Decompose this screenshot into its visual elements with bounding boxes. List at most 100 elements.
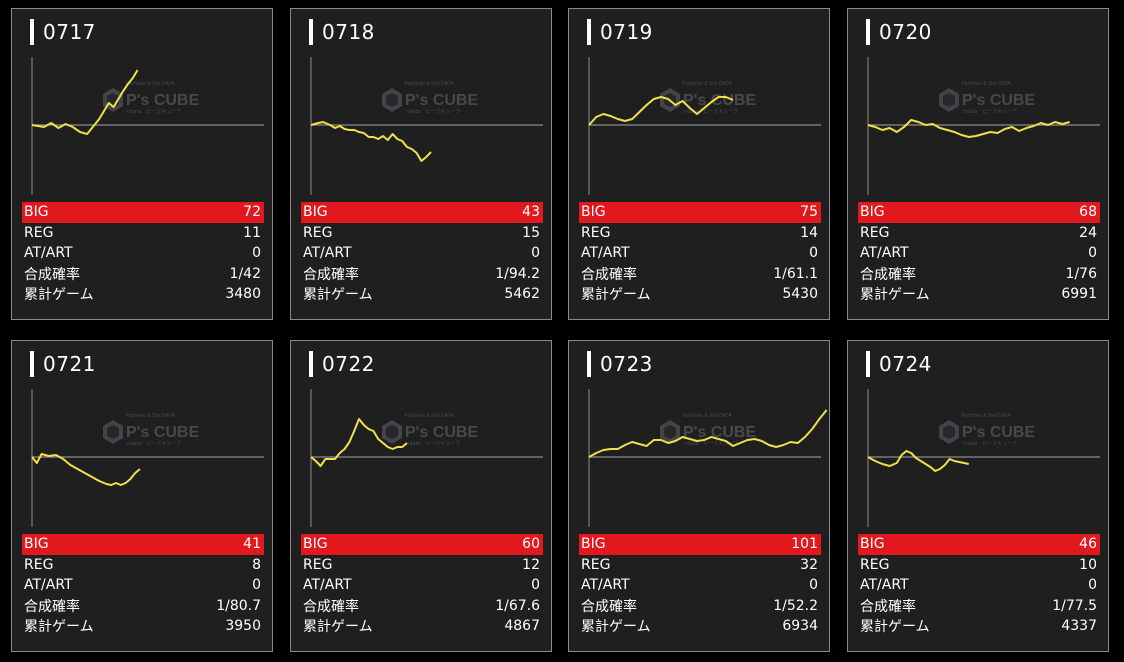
card-header: 0724 [866, 351, 932, 377]
big-label: BIG [24, 204, 49, 221]
big-label: BIG [860, 536, 885, 553]
combined-probability-value: 1/52.2 [773, 597, 818, 614]
big-label: BIG [581, 536, 606, 553]
combined-probability-row: 合成確率 1/77.5 [858, 596, 1100, 617]
at-art-row: AT/ART 0 [301, 243, 543, 264]
slump-graph: Pachinko & Slot DATA P's CUBE ndata ピーズキ… [31, 389, 264, 527]
stats-table: BIG 46 REG 10 AT/ART 0 合成確率 1/77.5 累計ゲーム 4337 [858, 534, 1100, 637]
machine-number: 0721 [43, 352, 96, 376]
big-value: 68 [1079, 204, 1097, 221]
at-art-label: AT/ART [24, 577, 73, 594]
combined-probability-label: 合成確率 [581, 266, 637, 283]
reg-label: REG [303, 224, 333, 241]
big-row: BIG 60 [301, 534, 543, 555]
stats-table: BIG 68 REG 24 AT/ART 0 合成確率 1/76 累計ゲーム 6991 [858, 202, 1100, 305]
total-games-row: 累計ゲーム 6991 [858, 284, 1100, 305]
combined-probability-label: 合成確率 [860, 266, 916, 283]
machine-number: 0722 [322, 352, 375, 376]
card-header: 0717 [30, 19, 96, 45]
big-label: BIG [581, 204, 606, 221]
machine-card-0724[interactable]: 0724 Pachinko & Slot DATA P's CUBE ndata… [847, 340, 1109, 652]
machine-card-0721[interactable]: 0721 Pachinko & Slot DATA P's CUBE ndata… [11, 340, 273, 652]
reg-row: REG 10 [858, 555, 1100, 576]
reg-value: 14 [800, 224, 818, 241]
total-games-row: 累計ゲーム 6934 [579, 616, 821, 637]
machine-card-0718[interactable]: 0718 Pachinko & Slot DATA P's CUBE ndata… [290, 8, 552, 320]
cube-icon [382, 88, 402, 112]
svg-text:ndata ピーズキューブ: ndata ピーズキューブ [963, 440, 1017, 447]
card-header: 0721 [30, 351, 96, 377]
big-label: BIG [24, 536, 49, 553]
at-art-label: AT/ART [860, 245, 909, 262]
combined-probability-value: 1/80.7 [216, 597, 261, 614]
total-games-label: 累計ゲーム [581, 287, 651, 304]
at-art-value: 0 [1088, 245, 1097, 262]
svg-text:P's CUBE: P's CUBE [962, 424, 1035, 441]
machine-number: 0719 [600, 20, 653, 44]
combined-probability-value: 1/77.5 [1052, 597, 1097, 614]
reg-row: REG 15 [301, 223, 543, 244]
slump-line [588, 409, 828, 458]
reg-label: REG [24, 556, 54, 573]
at-art-label: AT/ART [24, 245, 73, 262]
total-games-row: 累計ゲーム 4337 [858, 616, 1100, 637]
slump-line [867, 450, 970, 472]
big-label: BIG [303, 536, 328, 553]
stats-table: BIG 101 REG 32 AT/ART 0 合成確率 1/52.2 累計ゲーム 6934 [579, 534, 821, 637]
big-label: BIG [303, 204, 328, 221]
machine-card-0717[interactable]: 0717 Pachinko & Slot DATA P's CUBE ndata… [11, 8, 273, 320]
big-row: BIG 72 [22, 202, 264, 223]
watermark-logo: Pachinko & Slot DATA P's CUBE ndata ピーズキ… [103, 81, 199, 115]
machine-number: 0720 [879, 20, 932, 44]
machine-card-0722[interactable]: 0722 Pachinko & Slot DATA P's CUBE ndata… [290, 340, 552, 652]
svg-text:ndata ピーズキューブ: ndata ピーズキューブ [963, 108, 1017, 115]
combined-probability-value: 1/42 [229, 265, 261, 282]
header-accent-bar [866, 19, 870, 45]
big-row: BIG 41 [22, 534, 264, 555]
at-art-row: AT/ART 0 [579, 575, 821, 596]
watermark-logo: Pachinko & Slot DATA P's CUBE ndata ピーズキ… [103, 413, 199, 447]
total-games-row: 累計ゲーム 3950 [22, 616, 264, 637]
total-games-value: 3950 [225, 618, 261, 635]
combined-probability-label: 合成確率 [24, 598, 80, 615]
slump-line [588, 96, 734, 126]
cube-icon [660, 420, 680, 444]
cube-icon [382, 420, 402, 444]
svg-text:Pachinko & Slot DATA: Pachinko & Slot DATA [125, 413, 175, 419]
at-art-label: AT/ART [303, 245, 352, 262]
slump-graph: Pachinko & Slot DATA P's CUBE ndata ピーズキ… [588, 389, 828, 527]
machine-card-0720[interactable]: 0720 Pachinko & Slot DATA P's CUBE ndata… [847, 8, 1109, 320]
svg-text:P's CUBE: P's CUBE [962, 92, 1035, 109]
reg-row: REG 24 [858, 223, 1100, 244]
combined-probability-value: 1/61.1 [773, 265, 818, 282]
big-row: BIG 68 [858, 202, 1100, 223]
reg-value: 24 [1079, 224, 1097, 241]
big-value: 75 [800, 204, 818, 221]
svg-text:P's CUBE: P's CUBE [405, 424, 478, 441]
machine-number: 0723 [600, 352, 653, 376]
machine-card-0719[interactable]: 0719 Pachinko & Slot DATA P's CUBE ndata… [568, 8, 830, 320]
total-games-row: 累計ゲーム 5430 [579, 284, 821, 305]
big-label: BIG [860, 204, 885, 221]
at-art-value: 0 [531, 577, 540, 594]
machine-card-0723[interactable]: 0723 Pachinko & Slot DATA P's CUBE ndata… [568, 340, 830, 652]
big-row: BIG 75 [579, 202, 821, 223]
svg-text:P's CUBE: P's CUBE [405, 92, 478, 109]
at-art-value: 0 [252, 577, 261, 594]
at-art-label: AT/ART [860, 577, 909, 594]
watermark-logo: Pachinko & Slot DATA P's CUBE ndata ピーズキ… [382, 413, 478, 447]
stats-table: BIG 41 REG 8 AT/ART 0 合成確率 1/80.7 累計ゲーム 3950 [22, 534, 264, 637]
slump-line [31, 69, 139, 135]
svg-text:ndata ピーズキューブ: ndata ピーズキューブ [127, 108, 181, 115]
total-games-label: 累計ゲーム [303, 619, 373, 636]
total-games-row: 累計ゲーム 5462 [301, 284, 543, 305]
reg-row: REG 12 [301, 555, 543, 576]
total-games-row: 累計ゲーム 4867 [301, 616, 543, 637]
header-accent-bar [309, 351, 313, 377]
at-art-value: 0 [252, 245, 261, 262]
at-art-label: AT/ART [303, 577, 352, 594]
card-header: 0723 [587, 351, 653, 377]
svg-text:ndata ピーズキューブ: ndata ピーズキューブ [684, 440, 738, 447]
stats-table: BIG 75 REG 14 AT/ART 0 合成確率 1/61.1 累計ゲーム 5430 [579, 202, 821, 305]
total-games-label: 累計ゲーム [24, 619, 94, 636]
